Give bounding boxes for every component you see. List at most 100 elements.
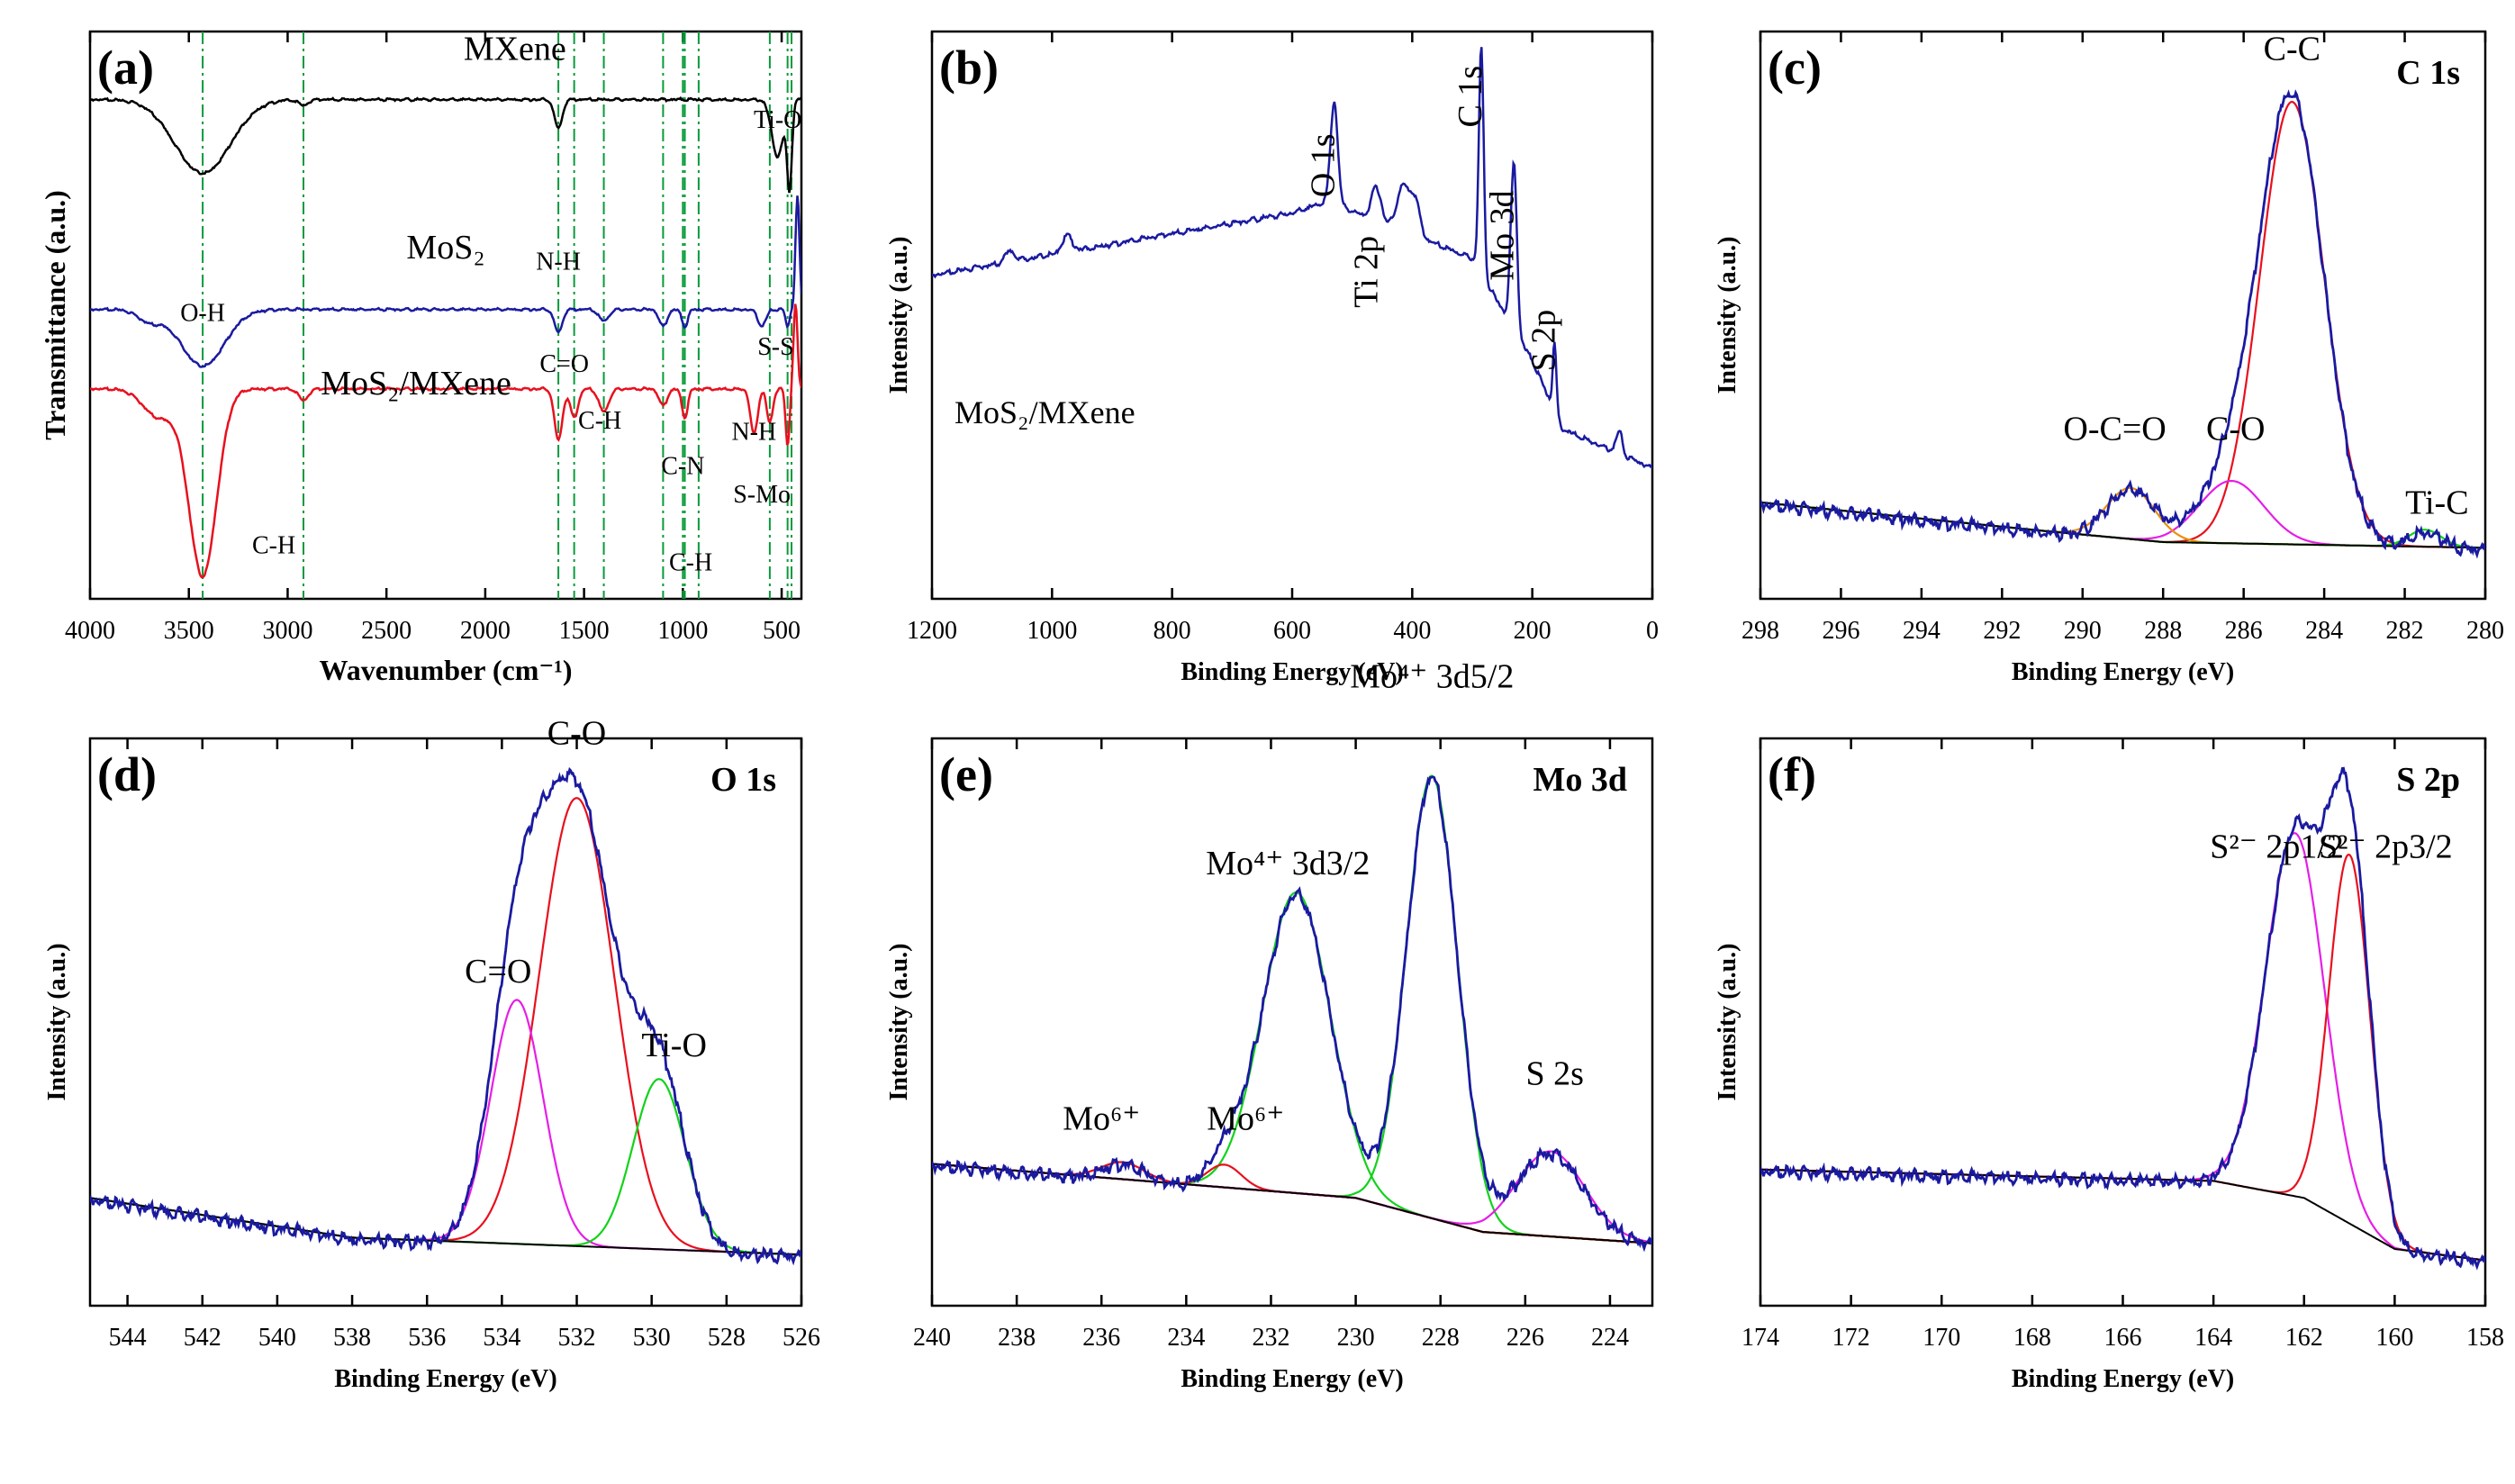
peak-annotation: C-N (661, 452, 704, 480)
x-axis-label: Binding Energy (eV) (1181, 658, 1403, 686)
x-tick-label: 526 (783, 1324, 820, 1352)
x-tick-label: 288 (2144, 617, 2182, 645)
fit-component (1760, 100, 2485, 549)
peak-annotation: C-O (547, 714, 606, 752)
x-tick-label: 160 (2375, 1324, 2413, 1352)
x-tick-label: 294 (1903, 617, 1941, 645)
plot-frame (930, 737, 1654, 1308)
x-tick-label: 232 (1252, 1324, 1289, 1352)
peak-annotation: S²⁻ 2p1/2 (2210, 828, 2344, 865)
panel-title: O 1s (710, 761, 776, 799)
x-tick-label: 162 (2285, 1324, 2323, 1352)
x-tick-label: 3500 (164, 617, 214, 645)
x-axis-label: Binding Energy (eV) (2012, 1365, 2234, 1393)
peak-annotation: N-H (536, 249, 581, 276)
x-tick-label: 2000 (460, 617, 511, 645)
fit-component (90, 1078, 801, 1256)
x-tick-label: 230 (1337, 1324, 1375, 1352)
plot-area (1760, 766, 2485, 1271)
plot-frame (88, 737, 803, 1308)
panel-label: (d) (97, 747, 157, 801)
x-tick-label: 164 (2194, 1324, 2232, 1352)
x-tick-label: 280 (2466, 617, 2504, 645)
x-tick-label: 1000 (657, 617, 708, 645)
x-tick-label: 158 (2466, 1324, 2504, 1352)
panel-c: 298 296 294 292 290 288 286 284 282 280 Binding En… (1714, 31, 2504, 687)
peak-annotation: C 1s (1452, 66, 1489, 128)
series-label: MXene (464, 31, 566, 68)
envelope-line (1760, 766, 2485, 1271)
peak-annotation: Mo⁶⁺ (1063, 1100, 1140, 1138)
envelope-line (1760, 89, 2485, 559)
y-axis-label: Transmittance (a.u.) (39, 190, 71, 440)
peak-annotation: Mo 3d (1483, 190, 1521, 280)
y-axis-label: Intensity (a.u.) (1714, 236, 1742, 394)
x-tick-label: 166 (2104, 1324, 2142, 1352)
series-line-mxene (90, 95, 801, 194)
plot-area (90, 766, 801, 1266)
y-axis-label: Intensity (a.u.) (885, 236, 913, 394)
legend-text: MoS₂/MXene (954, 394, 1135, 430)
peak-annotation: C=O (539, 350, 589, 378)
x-tick-label: 200 (1514, 617, 1552, 645)
peak-annotation: S 2p (1524, 310, 1562, 372)
x-tick-label: 172 (1832, 1324, 1870, 1352)
y-axis-label: Intensity (a.u.) (43, 943, 71, 1100)
x-tick-label: 1000 (1027, 617, 1077, 645)
envelope-line (90, 766, 801, 1266)
x-tick-label: 3000 (262, 617, 312, 645)
y-axis-label: Intensity (a.u.) (1714, 943, 1742, 1100)
x-tick-label: 538 (333, 1324, 371, 1352)
panel-d: 544 542 540 538 536 534 532 530 528 526 Binding En… (43, 714, 820, 1393)
x-tick-label: 532 (558, 1324, 596, 1352)
x-tick-label: 530 (633, 1324, 671, 1352)
x-axis-label: Wavenumber (cm⁻¹) (320, 654, 573, 686)
fit-component (932, 1163, 1652, 1244)
x-axis-unit: (cm⁻¹) (493, 654, 573, 686)
peak-annotation: Mo⁶⁺ (1207, 1100, 1284, 1138)
series-line-mos2-mxene-survey (932, 47, 1652, 469)
panel-title: S 2p (2396, 761, 2460, 799)
peak-annotation: Ti-O (641, 1027, 707, 1064)
peak-annotation: O-C=O (2063, 411, 2166, 448)
x-tick-label: 298 (1742, 617, 1779, 645)
plot-frame (88, 30, 803, 601)
series-label: MoS₂ (406, 229, 484, 267)
x-tick-label: 234 (1167, 1324, 1205, 1352)
panel-title: C 1s (2396, 54, 2460, 92)
panel-label: (a) (97, 41, 154, 95)
x-tick-label: 286 (2225, 617, 2263, 645)
background-line (932, 1163, 1652, 1244)
peak-annotation: N-H (731, 419, 776, 447)
x-tick-label: 800 (1153, 617, 1191, 645)
plot-area (1760, 89, 2485, 559)
x-tick-label: 224 (1591, 1324, 1629, 1352)
plot-frame (1759, 737, 2487, 1308)
peak-annotation: C=O (465, 953, 531, 991)
x-tick-label: 240 (913, 1324, 951, 1352)
series-line-mos2-mxene (90, 303, 801, 579)
x-tick-label: 226 (1506, 1324, 1544, 1352)
x-tick-label: 4000 (65, 617, 115, 645)
panel-b: 1200 1000 800 600 400 200 0 Binding Energy (eV)… (885, 30, 1659, 686)
x-tick-label: 174 (1742, 1324, 1779, 1352)
series-label: MoS₂/MXene (321, 365, 511, 403)
plot-area (932, 774, 1652, 1253)
peak-annotation: S-Mo (733, 481, 791, 509)
peak-annotation: C-C (2264, 31, 2320, 68)
x-tick-label: 292 (1983, 617, 2021, 645)
x-tick-label: 170 (1922, 1324, 1960, 1352)
peak-annotation: Ti-C (2405, 484, 2468, 522)
peak-annotation: O 1s (1305, 133, 1343, 197)
x-tick-label: 500 (763, 617, 801, 645)
x-tick-label: 238 (998, 1324, 1036, 1352)
peak-annotation: S 2s (1526, 1054, 1584, 1092)
plot-frame (1759, 30, 2487, 601)
peak-annotation: S-S (757, 333, 793, 361)
x-axis-label: Binding Energy (eV) (2012, 658, 2234, 686)
peak-annotation: Ti-O (754, 106, 801, 134)
panel-label: (b) (939, 41, 999, 95)
x-tick-label: 290 (2064, 617, 2102, 645)
peak-annotation: C-H (669, 549, 712, 577)
x-tick-label: 284 (2305, 617, 2343, 645)
